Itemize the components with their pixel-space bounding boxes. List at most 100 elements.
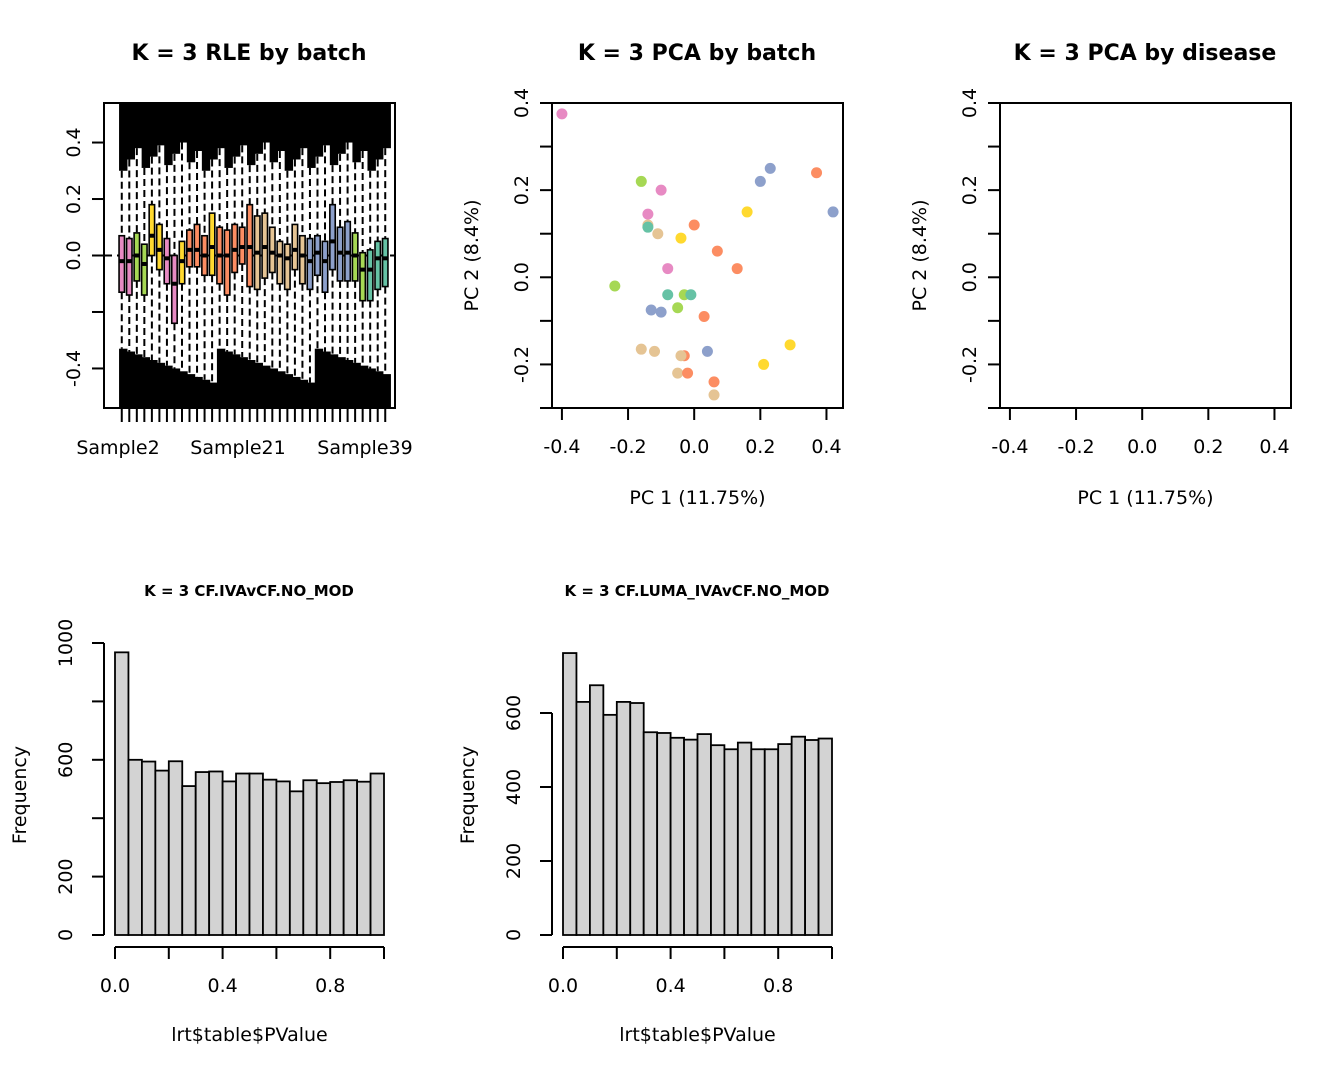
histogram-bar xyxy=(302,779,318,936)
histogram-bar xyxy=(817,737,833,936)
y-tick-label: -0.2 xyxy=(959,346,981,383)
outlier-mass-top xyxy=(277,103,286,152)
data-point xyxy=(698,311,710,322)
x-axis-label: PC 1 (11.75%) xyxy=(1077,487,1213,509)
outlier-mass-top xyxy=(134,103,143,149)
histogram-bar xyxy=(275,780,291,936)
y-tick-label: 200 xyxy=(55,858,77,894)
histogram-bar xyxy=(669,736,685,936)
x-tick-label: -0.4 xyxy=(991,436,1028,458)
data-point xyxy=(645,304,657,316)
data-point xyxy=(675,232,687,244)
outlier-mass-bottom xyxy=(216,348,226,408)
outlier-mass-top xyxy=(186,103,196,163)
outlier-mass-bottom xyxy=(254,362,263,408)
x-tick-label: 0.2 xyxy=(745,436,775,458)
outlier-mass-bottom xyxy=(269,368,279,408)
box xyxy=(359,251,367,302)
histogram-bar xyxy=(140,760,157,936)
histogram-bar xyxy=(750,748,766,936)
outlier-mass-bottom xyxy=(277,371,286,408)
outlier-mass-bottom xyxy=(322,351,331,408)
outlier-mass-top xyxy=(269,103,279,163)
box xyxy=(140,243,148,296)
outlier-mass-top xyxy=(352,103,361,163)
data-point xyxy=(754,175,766,187)
box xyxy=(118,234,126,294)
histogram-bar xyxy=(235,772,251,936)
histogram-bar xyxy=(629,702,645,936)
chart-title: K = 3 PCA by batch xyxy=(578,41,816,66)
outlier-mass-top xyxy=(247,103,256,166)
outlier-mass-bottom xyxy=(119,348,128,408)
histogram-bar xyxy=(589,684,605,936)
outlier-mass-bottom xyxy=(194,376,203,408)
outlier-mass-top xyxy=(239,103,248,146)
histogram-bar xyxy=(127,758,143,936)
chart-title: K = 3 PCA by disease xyxy=(1014,41,1277,66)
data-point xyxy=(642,221,654,233)
histogram-bar xyxy=(790,735,807,936)
histogram-bar xyxy=(763,748,780,936)
histogram-bar xyxy=(710,744,726,936)
outlier-mass-top xyxy=(344,103,354,143)
box xyxy=(298,234,306,285)
data-point xyxy=(672,302,684,314)
histogram-bar xyxy=(369,772,385,936)
y-tick-label: 0.0 xyxy=(959,262,981,292)
data-point xyxy=(675,350,687,362)
data-point xyxy=(635,343,647,355)
outlier-mass-bottom xyxy=(224,351,233,408)
histogram-bar xyxy=(575,701,591,936)
data-point xyxy=(758,358,770,370)
x-tick-label: -0.2 xyxy=(1058,436,1095,458)
outlier-mass-top xyxy=(224,103,233,168)
outlier-mass-top xyxy=(367,103,376,171)
outlier-mass-bottom xyxy=(367,368,376,408)
outlier-mass-top xyxy=(119,103,128,171)
outlier-mass-bottom xyxy=(126,351,136,408)
box xyxy=(125,237,133,296)
histogram-bar xyxy=(262,778,278,936)
outlier-mass-bottom xyxy=(171,368,181,408)
chart-title: K = 3 RLE by batch xyxy=(132,41,367,66)
histogram-bar xyxy=(114,651,130,936)
data-point xyxy=(662,263,674,275)
data-point xyxy=(609,280,621,292)
outlier-mass-bottom xyxy=(262,365,271,408)
x-tick-label: 0.2 xyxy=(1193,436,1223,458)
x-tick-label: 0.0 xyxy=(100,975,130,997)
outlier-mass-bottom xyxy=(344,359,354,408)
outlier-mass-bottom xyxy=(156,362,166,408)
outlier-mass-bottom xyxy=(141,357,151,408)
box xyxy=(381,237,389,288)
outlier-mass-top xyxy=(329,103,339,166)
x-axis-label: PC 1 (11.75%) xyxy=(629,487,765,509)
outlier-mass-bottom xyxy=(382,374,391,408)
box xyxy=(276,240,284,285)
histogram-bar xyxy=(315,782,332,936)
y-tick-label: 0.2 xyxy=(63,184,85,214)
histogram-bar xyxy=(642,731,659,936)
y-axis-label: Frequency xyxy=(9,746,31,844)
data-point xyxy=(701,345,713,357)
histogram-ivavcf-panel: K = 3 CF.IVAvCF.NO_MOD 0 200 600 1000 0.0 0.4 0… xyxy=(9,582,385,1046)
outlier-mass-top xyxy=(322,103,331,146)
histogram-bar xyxy=(615,701,632,936)
histogram-bar xyxy=(248,772,264,936)
outlier-mass-bottom xyxy=(314,348,324,408)
data-point xyxy=(811,167,823,179)
outlier-mass-top xyxy=(262,103,271,143)
y-tick-label: -0.2 xyxy=(511,346,533,383)
data-point xyxy=(649,345,661,357)
box xyxy=(148,203,156,257)
x-tick-label: 0.0 xyxy=(548,975,578,997)
data-point xyxy=(711,245,723,257)
histogram-bar xyxy=(602,713,618,936)
histogram-bar xyxy=(804,739,820,936)
pca-batch-panel: K = 3 PCA by batch -0.4 -0.2 0.0 0.2 0.4 -0.2 0… xyxy=(461,41,844,509)
data-point xyxy=(672,367,684,379)
box xyxy=(170,254,178,325)
box xyxy=(283,243,291,291)
